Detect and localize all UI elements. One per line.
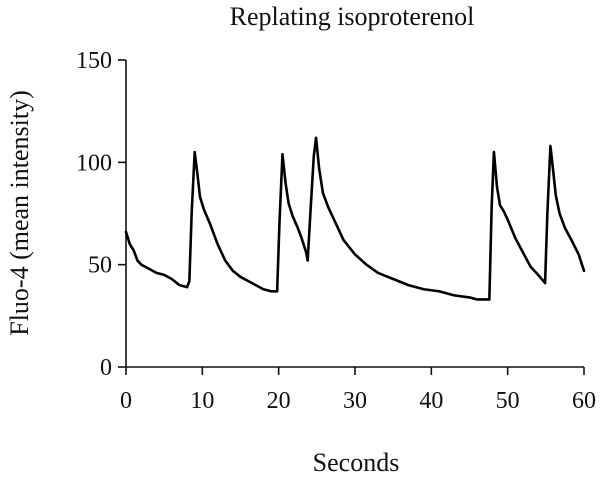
series-line xyxy=(124,136,586,301)
y-tick-label: 150 xyxy=(76,48,112,74)
x-tick-label: 40 xyxy=(419,388,443,414)
x-tick-label: 0 xyxy=(120,388,132,414)
x-axis-label: Seconds xyxy=(313,448,400,477)
x-tick-label: 20 xyxy=(267,388,291,414)
y-axis-label: Fluo-4 (mean intensity) xyxy=(5,90,34,336)
y-tick-label: 100 xyxy=(76,150,112,176)
x-ticks-group: 0 10 20 30 40 50 60 xyxy=(120,367,596,414)
y-tick-label: 0 xyxy=(100,355,112,381)
x-tick-label: 30 xyxy=(343,388,367,414)
x-tick-label: 60 xyxy=(572,388,596,414)
chart-title: Replating isoproterenol xyxy=(230,2,475,31)
x-tick-label: 10 xyxy=(190,388,214,414)
x-tick-label: 50 xyxy=(496,388,520,414)
y-tick-label: 50 xyxy=(88,253,112,279)
y-ticks-group: 0 50 100 150 xyxy=(76,48,126,381)
